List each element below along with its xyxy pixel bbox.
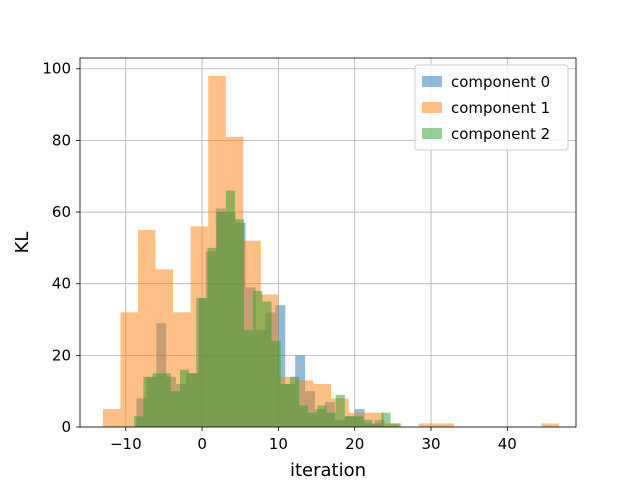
legend-swatch — [422, 128, 442, 139]
y-tick-label: 100 — [42, 60, 71, 78]
x-tick-label: 10 — [269, 435, 288, 453]
legend: component 0 component 1 component 2 — [414, 64, 569, 151]
legend-swatch — [422, 102, 442, 113]
y-tick-label: 40 — [52, 275, 71, 293]
legend-item: component 1 — [422, 99, 550, 117]
histogram-bar — [198, 298, 208, 427]
series-2 — [134, 190, 400, 427]
histogram-bar — [179, 369, 190, 427]
histogram-bar — [234, 219, 245, 427]
histogram-bar — [143, 376, 153, 427]
histogram-bar — [170, 391, 180, 427]
histogram-bar — [335, 394, 345, 427]
histogram-bar — [120, 312, 138, 427]
x-axis-label: iteration — [290, 460, 366, 480]
histogram-bar — [372, 423, 382, 427]
histogram-bar — [289, 376, 300, 427]
histogram-bar — [541, 423, 560, 427]
histogram-bar — [262, 301, 272, 427]
histogram-bar — [326, 412, 336, 427]
legend-label: component 0 — [451, 73, 550, 91]
axis-ticks: −10 0 10 20 30 40 0 20 40 60 80 100 — [42, 60, 517, 453]
histogram-bar — [317, 405, 327, 427]
x-tick-label: 20 — [345, 435, 364, 453]
histogram-bar — [152, 373, 162, 427]
histogram-bar — [271, 341, 281, 427]
histogram-bar — [363, 419, 373, 427]
histogram-bars — [102, 75, 560, 427]
y-tick-label: 0 — [61, 418, 71, 436]
histogram-bar — [308, 412, 318, 427]
histogram-bar — [344, 416, 354, 427]
histogram-bar — [381, 412, 391, 427]
histogram-bar — [102, 409, 121, 427]
legend-label: component 1 — [451, 99, 550, 117]
legend-box — [414, 64, 569, 151]
x-tick-label: 0 — [197, 435, 207, 453]
legend-item: component 0 — [422, 73, 550, 91]
histogram-bar — [134, 416, 144, 427]
histogram-bar — [299, 405, 309, 427]
x-tick-label: −10 — [110, 435, 142, 453]
histogram-bar — [353, 416, 364, 427]
plot-frame — [79, 57, 577, 428]
legend-swatch — [422, 76, 442, 87]
histogram-bar — [244, 330, 254, 427]
histogram-bar — [253, 290, 263, 427]
x-tick-label: 30 — [421, 435, 440, 453]
histogram-bar — [390, 423, 400, 427]
y-axis-label: KL — [12, 232, 33, 254]
y-tick-label: 20 — [52, 346, 71, 364]
x-tick-label: 40 — [498, 435, 517, 453]
histogram-bar — [436, 423, 454, 427]
histogram-bar — [225, 190, 235, 427]
y-tick-label: 60 — [52, 203, 71, 221]
histogram-bar — [216, 212, 226, 427]
y-tick-label: 80 — [52, 131, 71, 149]
histogram-bar — [207, 247, 217, 427]
histogram-bar — [418, 423, 437, 427]
histogram-bar — [189, 373, 199, 427]
histogram-bar — [161, 373, 171, 427]
legend-label: component 2 — [451, 125, 550, 143]
histogram-bar — [280, 384, 290, 427]
legend-item: component 2 — [422, 125, 550, 143]
